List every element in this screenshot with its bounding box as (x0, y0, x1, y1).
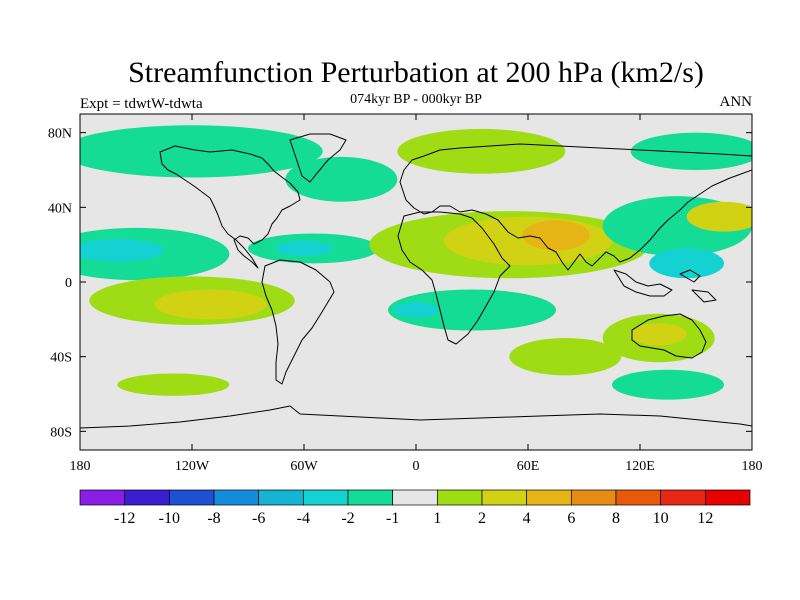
field-region-19 (630, 323, 687, 346)
colorbar-label-6: -1 (386, 510, 399, 527)
colorbar: -12 -10 -8 -6 -4 -2 -1 1 2 4 6 8 10 12 (79, 489, 751, 527)
colorbar-label-0: -12 (114, 510, 135, 527)
field-region-14 (388, 289, 556, 331)
field-region-10 (522, 220, 590, 251)
field-region-7 (276, 240, 332, 256)
colorbar-label-5: -2 (341, 510, 354, 527)
field-regions (80, 125, 752, 400)
colorbar-label-13: 12 (697, 510, 713, 527)
colorbar-box-1 (124, 489, 170, 506)
colorbar-box-12 (615, 489, 662, 506)
colorbar-box-5 (302, 489, 349, 506)
colorbar-box-11 (570, 489, 617, 506)
colorbar-box-7 (392, 489, 438, 506)
x-tick-label-5: 120E (625, 459, 655, 474)
y-axis: 80N 40N 0 40S 80S (48, 127, 752, 440)
coast-africa (397, 211, 511, 345)
colorbar-box-6 (347, 489, 394, 506)
coast-australia (631, 313, 707, 359)
colorbar-label-8: 2 (478, 510, 486, 527)
field-region-15 (393, 302, 439, 318)
colorbar-box-2 (168, 489, 215, 506)
colorbar-box-8 (436, 489, 483, 506)
colorbar-label-11: 8 (612, 510, 620, 527)
y-tick-label-3: 40S (50, 351, 72, 366)
colorbar-label-12: 10 (653, 510, 669, 527)
field-region-13 (686, 201, 752, 232)
colorbar-label-10: 6 (567, 510, 575, 527)
experiment-label: Expt = tdwtW-tdwta (80, 96, 203, 112)
map-panel (79, 113, 753, 451)
chart-subtitle: 074kyr BP - 000kyr BP (350, 92, 482, 107)
colorbar-box-0 (79, 489, 126, 506)
colorbar-box-14 (704, 489, 751, 506)
coast-europe-asia (399, 143, 752, 271)
coastlines (80, 133, 752, 429)
x-tick-label-2: 60W (290, 459, 318, 474)
x-tick-label-4: 60E (517, 459, 540, 474)
coast-north-america (159, 145, 301, 269)
field-region-5 (80, 239, 164, 262)
field-region-0 (397, 128, 566, 174)
colorbar-label-7: 1 (433, 510, 441, 527)
y-tick-label-2: 0 (65, 276, 72, 291)
colorbar-box-9 (481, 489, 528, 506)
y-tick-label-1: 40N (48, 201, 72, 216)
y-tick-label-4: 80S (50, 425, 72, 440)
y-tick-label-0: 80N (48, 127, 72, 142)
colorbar-label-1: -10 (159, 510, 180, 527)
colorbar-label-2: -8 (207, 510, 220, 527)
chart-title: Streamfunction Perturbation at 200 hPa (… (128, 56, 704, 89)
x-axis: 180 120W 60W 0 60E 120E 180 (70, 114, 763, 474)
colorbar-box-3 (213, 489, 260, 506)
field-region-2 (285, 156, 398, 202)
field-region-17 (154, 289, 267, 320)
colorbar-box-13 (660, 489, 706, 506)
coast-greenland (289, 133, 347, 183)
x-tick-label-6: 180 (742, 459, 763, 474)
field-region-3 (630, 132, 752, 170)
colorbar-label-4: -4 (297, 510, 310, 527)
season-label: ANN (720, 94, 753, 110)
x-tick-label-1: 120W (175, 459, 210, 474)
coast-indochina-maritime (613, 269, 717, 303)
coast-antarctica (80, 405, 752, 429)
colorbar-label-3: -6 (252, 510, 265, 527)
field-region-22 (612, 369, 724, 400)
field-region-21 (117, 373, 230, 396)
colorbar-box-4 (258, 489, 304, 506)
colorbar-label-9: 4 (523, 510, 531, 527)
field-region-12 (649, 248, 725, 279)
field-region-1 (80, 125, 323, 178)
x-tick-label-3: 0 (413, 459, 420, 474)
x-tick-label-0: 180 (70, 459, 91, 474)
coast-south-america (261, 259, 335, 385)
field-region-20 (509, 338, 622, 376)
colorbar-box-10 (526, 489, 572, 506)
